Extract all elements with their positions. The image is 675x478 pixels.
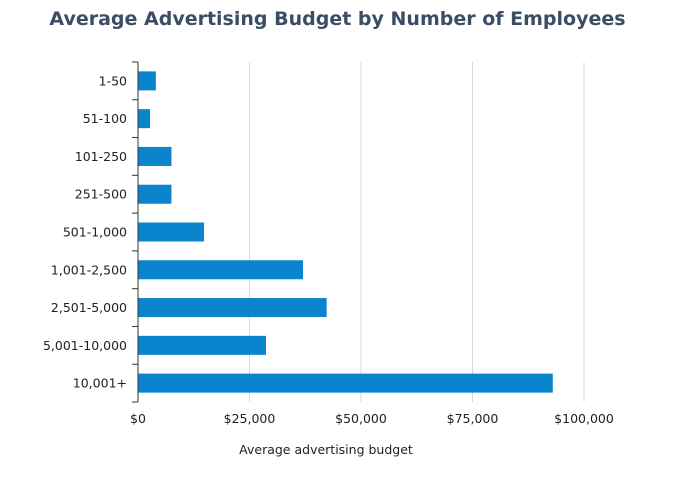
category-label: 1-50 [99, 73, 127, 88]
category-label: 501-1,000 [63, 225, 127, 240]
bar [138, 184, 172, 204]
axes [132, 61, 139, 403]
bar [138, 373, 553, 393]
category-label: 5,001-10,000 [43, 338, 127, 353]
bar [138, 335, 267, 355]
x-tick-label: $25,000 [224, 411, 276, 426]
bar [138, 298, 327, 318]
bar [138, 260, 304, 280]
bar [138, 146, 172, 166]
bars [138, 71, 553, 393]
category-label: 51-100 [83, 111, 127, 126]
category-label: 251-500 [75, 187, 127, 202]
x-tick-label: $100,000 [554, 411, 614, 426]
category-label: 101-250 [75, 149, 127, 164]
bar [138, 71, 156, 91]
labels: $0 $25,000 $50,000 $75,000 $100,000 1-50 51-10… [43, 73, 614, 426]
category-label: 1,001-2,500 [51, 262, 127, 277]
category-label: 10,001+ [73, 376, 127, 391]
bar [138, 109, 151, 129]
x-tick-label: $50,000 [335, 411, 387, 426]
x-tick-label: $0 [130, 411, 146, 426]
chart-title: Average Advertising Budget by Number of … [49, 8, 626, 30]
bar [138, 222, 205, 242]
x-axis-title: Average advertising budget [239, 442, 413, 457]
category-label: 2,501-5,000 [51, 300, 127, 315]
x-tick-label: $75,000 [447, 411, 499, 426]
grid-lines [249, 62, 585, 402]
